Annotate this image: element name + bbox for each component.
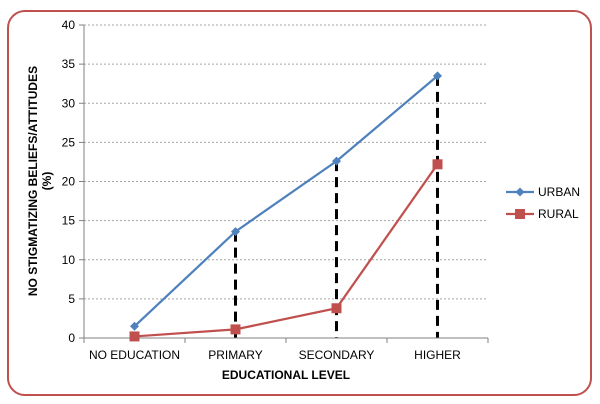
axes	[79, 24, 489, 343]
urban-data-point	[130, 321, 139, 331]
legend-label: RURAL	[538, 207, 579, 221]
legend-marker	[515, 209, 525, 219]
y-tick-label: 20	[62, 175, 76, 189]
urban-line	[133, 75, 439, 328]
y-tick-label: 25	[62, 135, 76, 149]
legend-item-urban: URBAN	[506, 185, 580, 199]
x-tick-label: NO EDUCATION	[89, 348, 180, 362]
rural-data-point	[432, 159, 443, 170]
x-axis-title: EDUCATIONAL LEVEL	[222, 368, 350, 382]
rural-data-point	[230, 324, 241, 335]
x-tick-label: HIGHER	[414, 348, 461, 362]
series-urban	[130, 71, 442, 331]
legend-item-rural: RURAL	[506, 207, 579, 221]
legend: URBAN RURAL	[506, 185, 580, 221]
urban-data-point	[332, 156, 341, 166]
y-tick-label: 15	[62, 214, 76, 228]
chart-frame	[7, 10, 592, 396]
y-tick-label: 30	[62, 96, 76, 110]
y-tick-label: 40	[62, 18, 76, 32]
urban-data-point	[231, 227, 240, 237]
x-tick-label: PRIMARY	[208, 348, 262, 362]
x-tick-label: SECONDARY	[299, 348, 375, 362]
series-rural	[129, 159, 443, 342]
legend-marker	[515, 187, 525, 197]
y-axis-title-line1: NO STIGMATIZING BELIEFS/ATTITUDES	[26, 66, 40, 296]
y-axis-title-line2: (%)	[40, 172, 54, 191]
rural-data-point	[331, 303, 342, 314]
y-tick-label: 0	[68, 331, 75, 345]
rural-line	[134, 163, 439, 338]
legend-label: URBAN	[538, 185, 580, 199]
gridlines	[84, 24, 488, 300]
urban-data-point	[433, 71, 442, 81]
y-tick-label: 5	[68, 292, 75, 306]
x-tick-labels: NO EDUCATION PRIMARY SECONDARY HIGHER	[89, 348, 461, 362]
y-tick-label: 35	[62, 57, 76, 71]
series-layer	[129, 71, 443, 342]
rural-data-point	[129, 331, 140, 342]
y-tick-labels: 0 5 10 15 20 25 30 35 40	[62, 18, 76, 345]
y-tick-label: 10	[62, 253, 76, 267]
